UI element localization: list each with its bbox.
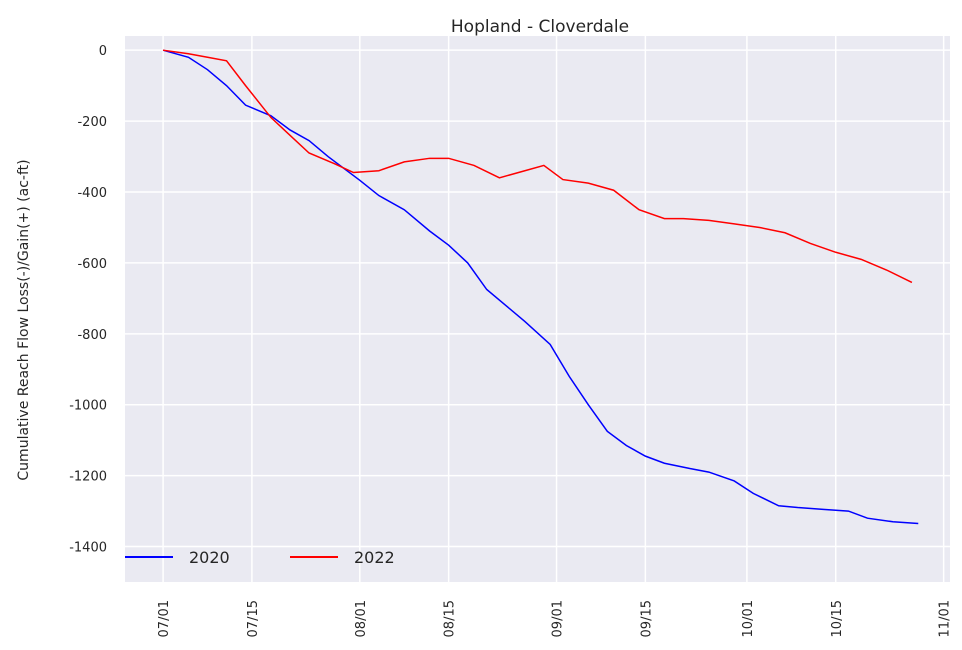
x-tick-label: 11/01 xyxy=(938,600,953,637)
x-tick-label: 10/15 xyxy=(830,600,845,637)
y-tick-label: -1400 xyxy=(69,541,107,556)
x-tick-label: 07/15 xyxy=(246,600,261,637)
y-tick-label: 0 xyxy=(99,44,107,59)
x-tick-label: 07/01 xyxy=(157,600,172,637)
y-tick-label: -400 xyxy=(77,186,107,201)
plot-area xyxy=(125,36,950,582)
x-tick-label: 10/01 xyxy=(741,600,756,637)
x-tick-label: 08/01 xyxy=(354,600,369,637)
x-tick-label: 09/15 xyxy=(639,600,654,637)
legend-label: 2022 xyxy=(354,548,395,567)
y-tick-label: -1000 xyxy=(69,399,107,414)
y-tick-label: -800 xyxy=(77,328,107,343)
y-axis-label: Cumulative Reach Flow Loss(-)/Gain(+) (a… xyxy=(16,159,32,480)
x-tick-label: 09/01 xyxy=(551,600,566,637)
y-tick-label: -600 xyxy=(77,257,107,272)
data-line xyxy=(162,49,913,284)
chart-title: Hopland - Cloverdale xyxy=(451,17,629,37)
y-tick-label: -1200 xyxy=(69,470,107,485)
legend-label: 2020 xyxy=(189,548,230,567)
x-tick-label: 08/15 xyxy=(443,600,458,637)
y-tick-label: -200 xyxy=(77,115,107,130)
data-line xyxy=(162,49,919,525)
